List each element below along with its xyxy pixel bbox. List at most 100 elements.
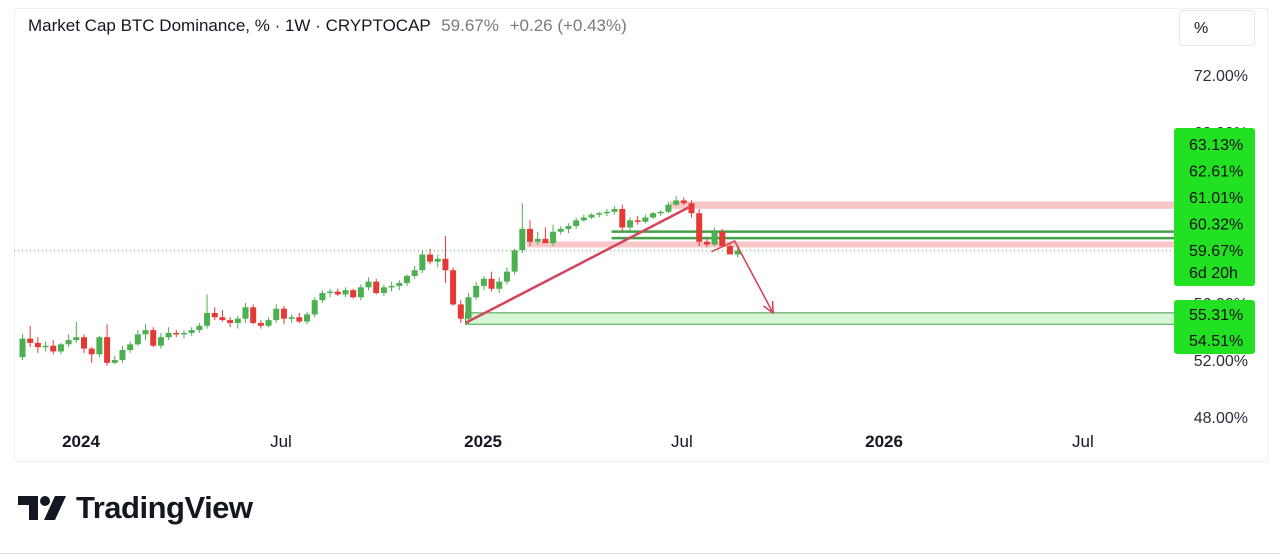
price-label: 60.32% (1189, 217, 1243, 234)
candle (142, 324, 149, 341)
candle-body (442, 258, 449, 271)
candle (396, 280, 403, 291)
candle-body (273, 308, 280, 321)
candle (465, 293, 472, 325)
drawings-layer (464, 206, 774, 325)
candle (403, 274, 410, 286)
candle (88, 347, 95, 363)
candle-body (219, 317, 226, 321)
candle (688, 200, 695, 218)
projection-arrow (711, 239, 774, 314)
bottom-divider (0, 553, 1280, 554)
candle (19, 334, 26, 360)
candle-body (650, 213, 657, 218)
candle (173, 330, 180, 338)
chart-panel[interactable] (14, 8, 1268, 462)
symbol-title-bar: Market Cap BTC Dominance, % · 1W · CRYPT… (28, 16, 627, 36)
candle-body (557, 228, 564, 232)
candle (242, 303, 249, 323)
candle-body (634, 220, 641, 222)
x-tick-label: 2026 (865, 432, 903, 451)
candle (227, 317, 234, 328)
candle-body (150, 330, 157, 346)
candle (642, 214, 649, 224)
zones-layer (464, 201, 1176, 325)
candle (665, 201, 672, 214)
candle-body (350, 290, 357, 298)
candle-body (580, 217, 587, 221)
candle (480, 275, 487, 291)
scale-unit-button[interactable]: % (1179, 10, 1255, 46)
candle-body (411, 270, 418, 276)
candle (650, 211, 657, 219)
candle (573, 217, 580, 229)
candle (557, 226, 564, 235)
candle-body (603, 211, 610, 214)
candle-body (480, 278, 487, 286)
candle-body (73, 337, 80, 341)
candle (696, 208, 703, 246)
candle (319, 290, 326, 303)
candle (527, 220, 534, 246)
candlestick-chart[interactable]: 72.00%68.00%56.00%52.00%48.00% 63.13%62.… (0, 0, 1280, 470)
candle (434, 254, 441, 268)
zone-green-2 (464, 312, 1176, 325)
candle (157, 332, 164, 349)
candle-body (450, 270, 457, 305)
candle (250, 304, 257, 325)
candle-body (496, 281, 503, 289)
candle (50, 340, 57, 355)
candle-body (473, 285, 480, 298)
tradingview-logo[interactable]: TradingView (18, 490, 253, 526)
candle (350, 288, 357, 299)
change-value: +0.26 (+0.43%) (509, 16, 627, 35)
candle (234, 315, 241, 329)
candle (96, 335, 103, 358)
candle-body (619, 208, 626, 228)
candle (427, 248, 434, 265)
candle-body (50, 345, 57, 352)
candle-body (427, 254, 434, 262)
candle (134, 330, 141, 346)
candle (196, 322, 203, 333)
candle-body (511, 250, 518, 272)
candle (27, 325, 34, 348)
candle-body (719, 231, 726, 246)
candle-body (519, 228, 526, 251)
candle (711, 227, 718, 246)
candle (488, 271, 495, 292)
candle (450, 267, 457, 306)
price-label: 54.51% (1189, 333, 1243, 350)
candle (603, 208, 610, 217)
candle-body (711, 231, 718, 245)
scale-unit-label: % (1194, 20, 1209, 37)
candle (496, 277, 503, 294)
candle (81, 334, 88, 353)
candle-body (119, 350, 126, 360)
x-tick-label: 2024 (62, 432, 100, 451)
candle-body (173, 332, 180, 335)
zone-red-0 (669, 201, 1175, 209)
candle (565, 223, 572, 234)
candle (442, 236, 449, 284)
candle (388, 281, 395, 292)
candle-body (588, 214, 595, 218)
candle-body (565, 226, 572, 229)
x-axis: 2024 Jul 2025 Jul 2026 Jul (62, 432, 1094, 451)
candle (503, 267, 510, 285)
last-value: 59.67% (441, 16, 499, 35)
price-label: 59.67% (1189, 243, 1243, 260)
price-label: 61.01% (1189, 190, 1243, 207)
x-tick-label: Jul (270, 432, 292, 451)
candle-body (296, 317, 303, 322)
x-tick-label: Jul (671, 432, 693, 451)
candle-body (319, 293, 326, 301)
candle-body (465, 297, 472, 319)
candle (219, 310, 226, 322)
candle-body (550, 231, 557, 244)
symbol-title: Market Cap BTC Dominance, % · 1W · CRYPT… (28, 16, 431, 35)
candle-body (434, 258, 441, 262)
candle-body (19, 338, 26, 358)
candle (542, 227, 549, 244)
candle-body (188, 330, 195, 333)
